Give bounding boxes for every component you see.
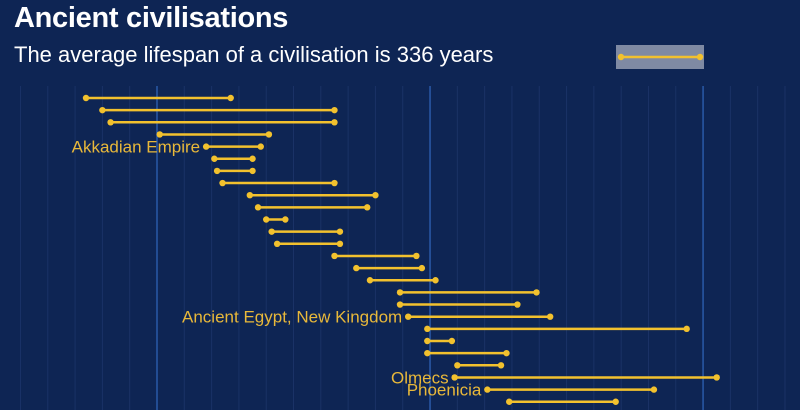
range-row (99, 106, 338, 114)
range-start-dot (404, 313, 412, 320)
range-start-dot (396, 289, 404, 296)
range-row (424, 349, 510, 357)
range-row: Akkadian Empire (72, 138, 264, 157)
range-start-dot (506, 398, 513, 405)
range-start-dot (366, 277, 374, 284)
range-start-dot (211, 155, 218, 162)
range-start-dot (213, 167, 221, 175)
range-row (424, 337, 456, 345)
range-end-dot (282, 216, 289, 223)
range-end-dot (331, 179, 338, 187)
range-row (254, 204, 371, 211)
range-label: Ancient Egypt, New Kingdom (182, 308, 402, 327)
range-label: Olmecs (391, 368, 449, 387)
range-start-dot (254, 204, 262, 211)
range-end-dot (336, 240, 344, 247)
range-start-dot (484, 386, 491, 393)
range-end-dot (713, 374, 720, 381)
range-start-dot (156, 131, 163, 138)
range-start-dot (331, 252, 338, 260)
range-end-dot (257, 143, 264, 150)
range-row: Phoenicia (407, 381, 658, 400)
range-start-dot (454, 362, 461, 369)
range-start-dot (82, 94, 90, 102)
range-start-dot (353, 264, 360, 272)
range-start-dot (246, 192, 254, 199)
range-end-dot (448, 337, 456, 345)
range-start-dot (99, 106, 106, 114)
range-end-dot (503, 349, 510, 357)
range-row (211, 155, 256, 162)
range-start-dot (202, 143, 210, 150)
range-row (219, 179, 338, 187)
range-end-dot (249, 155, 256, 162)
range-start-dot (396, 301, 404, 308)
chart-subtitle: The average lifespan of a civilisation i… (14, 42, 494, 67)
range-row (246, 192, 379, 199)
range-end-dot (265, 131, 273, 138)
range-end-dot (331, 119, 338, 126)
chart-title: Ancient civilisations (14, 2, 289, 34)
range-start-dot (424, 325, 431, 333)
range-end-dot (683, 325, 690, 333)
range-start-dot (424, 337, 431, 345)
range-row (366, 277, 439, 284)
range-row (353, 264, 426, 272)
range-row (454, 362, 505, 369)
range-row (396, 289, 540, 296)
range-row (263, 216, 289, 223)
range-start-dot (219, 179, 226, 187)
range-row (506, 398, 619, 405)
range-end-dot (612, 398, 619, 405)
range-label: Akkadian Empire (72, 138, 201, 157)
range-start-dot (263, 216, 270, 223)
range-end-dot (497, 362, 505, 369)
range-end-dot (364, 204, 371, 211)
range-end-dot (650, 386, 658, 393)
range-start-dot (273, 240, 281, 247)
range-label: Phoenicia (407, 381, 482, 400)
range-row (396, 301, 521, 308)
range-row (268, 228, 344, 235)
legend-range-end-dot (696, 53, 704, 61)
range-row (273, 240, 344, 247)
range-start-dot (107, 119, 114, 126)
range-row (107, 119, 338, 126)
range-end-dot (546, 313, 554, 320)
gridlines (19, 86, 786, 410)
range-end-dot (336, 228, 344, 235)
range-row (424, 325, 690, 333)
range-start-dot (268, 228, 275, 235)
range-row (82, 94, 234, 102)
range-end-dot (413, 252, 420, 260)
range-start-dot (424, 349, 431, 357)
legend (617, 53, 704, 61)
range-end-dot (372, 192, 379, 199)
range-end-dot (418, 264, 426, 272)
legend-range-start-dot (617, 53, 625, 61)
range-end-dot (227, 94, 234, 102)
range-row: Olmecs (391, 368, 720, 387)
range-end-dot (331, 106, 338, 114)
range-row (156, 131, 273, 138)
range-marks: Akkadian Empire Ancient Egypt, New Kingdo… (72, 94, 720, 405)
range-start-dot (451, 374, 458, 381)
range-row (213, 167, 256, 175)
range-end-dot (514, 301, 521, 308)
range-row: Ancient Egypt, New Kingdom (182, 308, 554, 327)
range-row (331, 252, 420, 260)
range-end-dot (432, 277, 439, 284)
range-end-dot (533, 289, 540, 296)
range-end-dot (249, 167, 256, 175)
